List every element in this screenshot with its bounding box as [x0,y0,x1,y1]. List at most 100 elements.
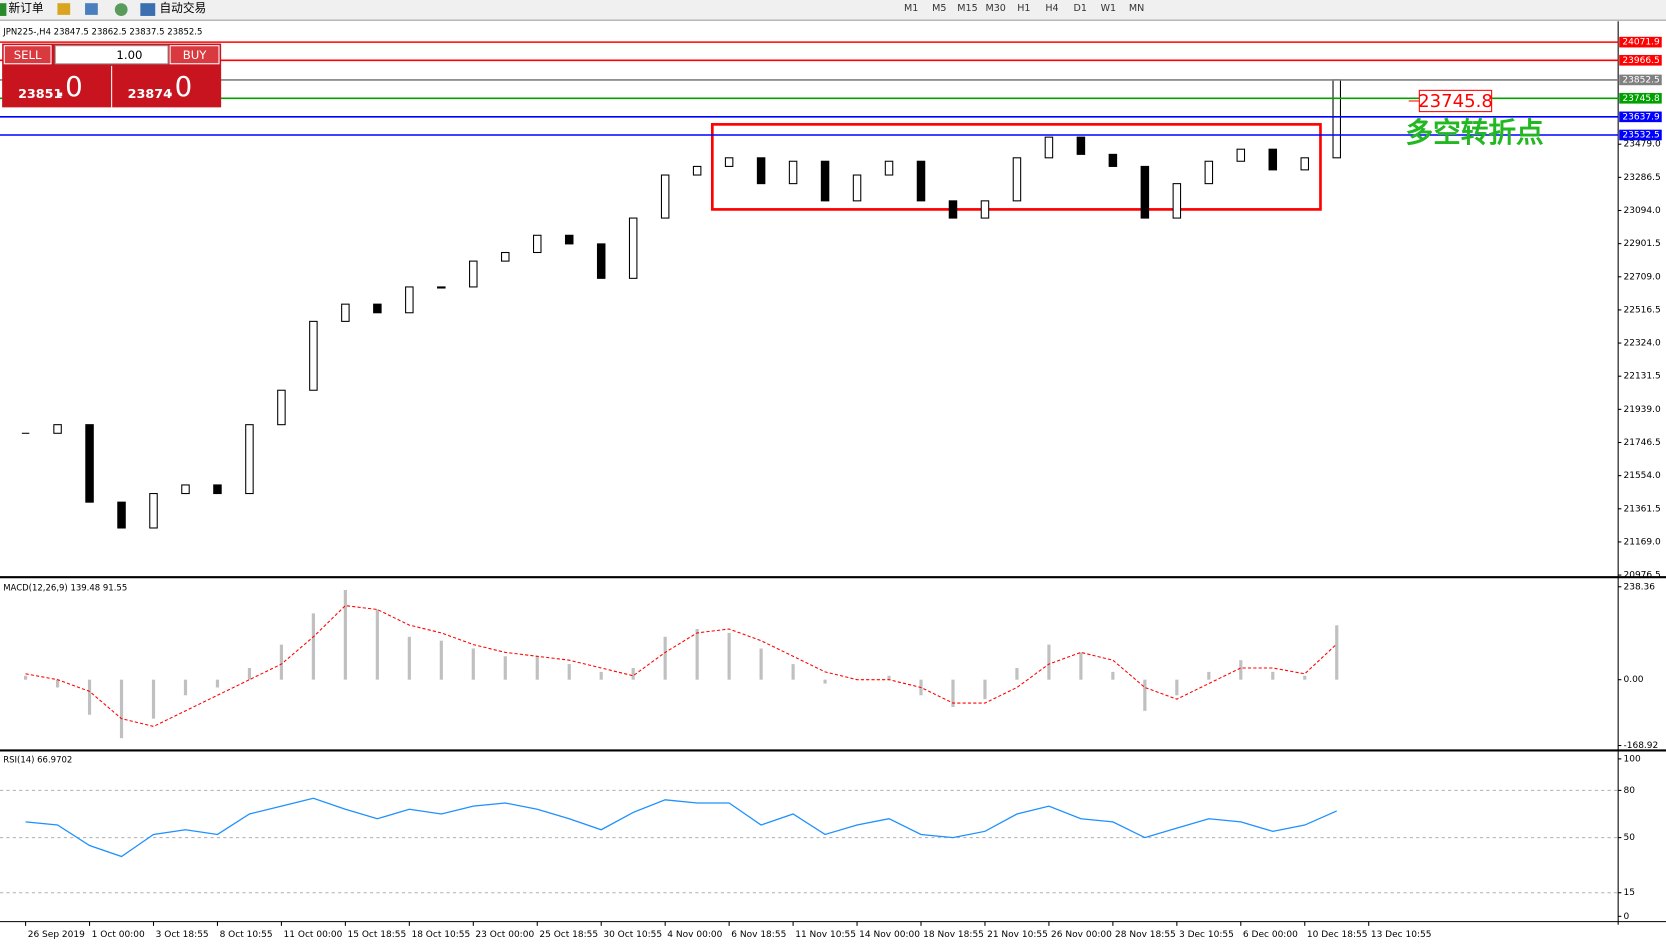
candle [501,251,510,262]
buy-price[interactable]: 23874 [128,87,172,102]
y-tick-label: 21361.5 [1623,504,1660,514]
candle [1204,160,1214,185]
timeframe-button[interactable]: M30 [985,3,1005,14]
y-tick-label: 23286.5 [1623,173,1660,183]
x-tick-label: 28 Nov 18:55 [1115,930,1176,940]
plot: 26 Sep 2019 1 Oct 00:00 3 Oct 18:55 8 Oct 1… [0,36,1662,940]
x-tick-label: 23 Oct 00:00 [475,930,534,940]
timeframe-bar: M1 M5 M15 M30 H1 H4 D1 W1 MN [904,3,1144,14]
candle [277,389,286,426]
candle [373,303,382,314]
timeframe-button[interactable]: M5 [932,3,946,14]
y-tick-label: 80 [1623,786,1635,796]
candle [820,160,830,202]
lot-value[interactable]: 1.00 [116,48,142,62]
price-level-box [1619,129,1662,141]
x-tick-label: 6 Nov 18:55 [731,930,786,940]
new-order-button[interactable]: 新订单 [9,1,44,15]
price-level-label: 23745.8 [1622,94,1660,104]
toolbar-icon[interactable] [114,3,128,16]
y-tick-label: 23479.0 [1623,140,1661,150]
candle [724,157,734,167]
candle [85,424,94,503]
x-tick-label: 18 Nov 18:55 [923,930,984,940]
rsi-title: RSI(14) 66.9702 [3,756,72,766]
x-tick-label: 15 Oct 18:55 [348,930,407,940]
sell-button[interactable] [3,45,52,65]
candle [533,234,542,254]
toolbar-icon[interactable] [85,3,98,15]
timeframe-button[interactable]: H1 [1017,3,1030,14]
timeframe-button[interactable]: M15 [957,3,977,14]
candle [1108,153,1118,167]
x-tick-label: 30 Oct 10:55 [603,930,662,940]
timeframe-button[interactable]: MN [1129,3,1144,14]
candle [149,493,158,529]
y-tick-label: 21554.0 [1623,471,1661,481]
y-tick-label: 21939.0 [1623,405,1661,415]
candle [1332,79,1341,159]
timeframe-button[interactable]: H4 [1045,3,1058,14]
timeframe-button[interactable]: W1 [1101,3,1117,14]
candle [1044,136,1054,159]
timeframe-button[interactable]: M1 [904,3,918,14]
x-tick-label: 1 Oct 00:00 [92,930,145,940]
x-tick-label: 3 Oct 18:55 [156,930,209,940]
candle [117,501,126,529]
y-tick-label: 22901.5 [1623,239,1660,249]
y-tick-label: 21746.5 [1623,438,1660,448]
candle [181,484,190,495]
sell-price-fraction[interactable]: .0 [56,70,82,103]
candle [469,260,478,288]
y-tick-label: 0.00 [1623,675,1643,685]
x-tick-label: 11 Nov 10:55 [795,930,856,940]
y-tick-label: 23094.0 [1623,206,1661,216]
buy-label[interactable]: BUY [183,48,208,62]
y-tick-label: 0 [1623,912,1629,922]
candle [916,160,926,202]
x-tick-label: 26 Nov 00:00 [1051,930,1112,940]
candle [245,424,254,495]
candle [788,160,798,185]
y-tick-label: 20976.5 [1623,571,1660,581]
new-order-icon[interactable] [0,3,7,16]
price-level-box [1619,54,1662,66]
candle [1012,157,1022,202]
x-tick-label: 14 Nov 00:00 [859,930,920,940]
y-tick-label: 22131.5 [1623,372,1660,382]
candle [1140,165,1150,219]
price-level-box [1619,111,1662,123]
auto-trading-icon[interactable] [140,3,156,16]
annotation-price: 23745.8 [1418,91,1493,112]
candle [628,217,638,279]
buy-price-fraction[interactable]: .0 [166,70,192,103]
lot-input[interactable] [54,45,169,65]
buy-button[interactable] [169,45,220,65]
y-tick-label: 100 [1623,754,1640,764]
candle [1300,157,1310,171]
timeframe-button[interactable]: D1 [1073,3,1086,14]
candle [884,160,894,176]
price-level-label: 23637.9 [1622,112,1660,122]
chart-title: JPN225-,H4 23847.5 23862.5 23837.5 23852… [2,27,202,37]
y-tick-label: 21169.0 [1623,537,1661,547]
auto-trading-button[interactable]: 自动交易 [159,1,206,15]
signal-line [25,605,1338,728]
candle [756,157,766,185]
candle [1268,148,1278,171]
sell-label[interactable]: SELL [14,48,42,62]
x-tick-label: 21 Nov 10:55 [987,930,1048,940]
sell-price[interactable]: 23851 [18,87,62,102]
price-level-box [1619,74,1662,86]
y-tick-label: 238.36 [1623,582,1655,592]
x-tick-label: 25 Oct 18:55 [539,930,598,940]
candle [53,424,62,434]
x-tick-label: 4 Nov 00:00 [667,930,722,940]
x-tick-label: 13 Dec 10:55 [1371,930,1432,940]
candle [1172,183,1182,219]
range-box [711,123,1322,211]
price-level-label: 24071.9 [1622,38,1660,48]
toolbar-icon[interactable] [57,3,71,15]
